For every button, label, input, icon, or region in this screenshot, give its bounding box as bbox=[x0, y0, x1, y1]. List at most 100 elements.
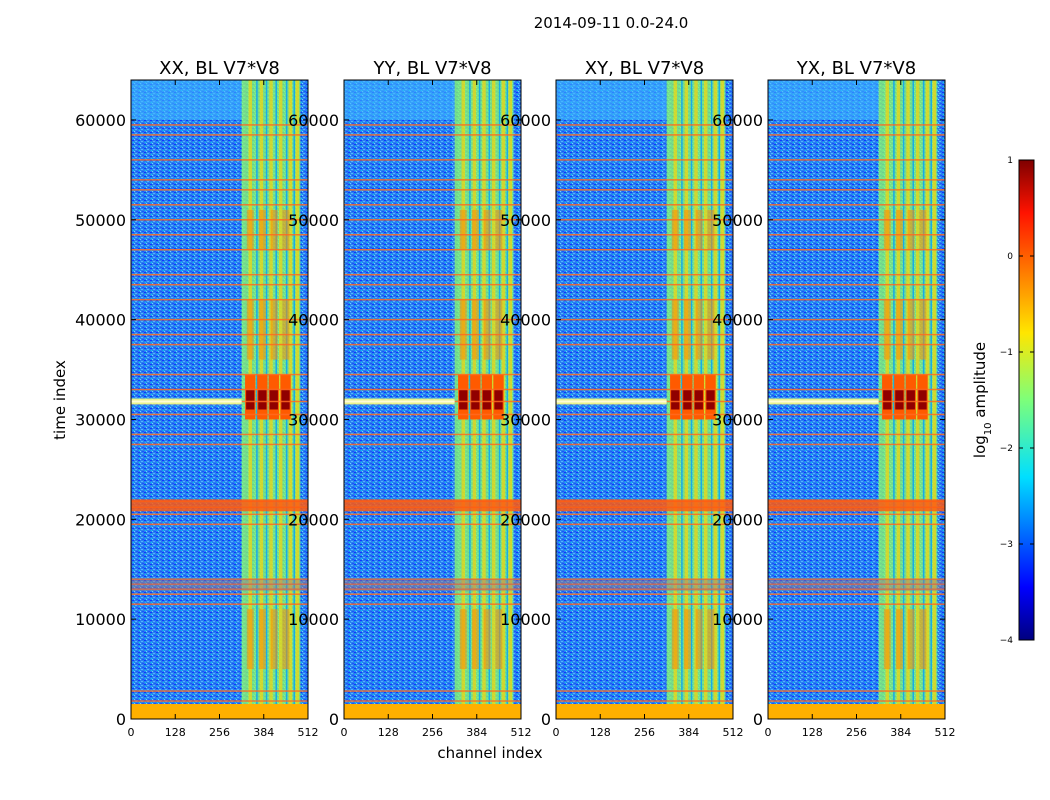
flagged-band bbox=[556, 579, 733, 592]
hot-patch bbox=[919, 609, 927, 670]
panel-title: XX, BL V7*V8 bbox=[159, 58, 280, 79]
bright-row-core bbox=[556, 400, 667, 403]
x-tick-label: 384 bbox=[678, 726, 699, 739]
hot-core bbox=[246, 389, 255, 410]
colorbar-tick-label: 0 bbox=[1007, 252, 1013, 262]
flagged-row bbox=[768, 373, 945, 376]
heatmap-region bbox=[556, 80, 667, 120]
y-tick-label: 20000 bbox=[75, 510, 126, 529]
x-tick-label: 0 bbox=[128, 726, 135, 739]
rfi-gap bbox=[681, 80, 683, 719]
hot-patch bbox=[883, 209, 891, 250]
flagged-row bbox=[344, 583, 521, 585]
x-tick-label: 128 bbox=[378, 726, 399, 739]
hot-patch bbox=[683, 209, 691, 250]
flagged-row bbox=[556, 593, 733, 595]
hot-patch bbox=[495, 609, 503, 670]
flagged-row bbox=[131, 373, 308, 376]
flagged-row bbox=[556, 603, 733, 605]
flagged-row bbox=[556, 578, 733, 580]
flagged-row bbox=[768, 273, 945, 276]
flagged-row bbox=[131, 583, 308, 585]
colorbar-gradient bbox=[1018, 159, 1035, 641]
flagged-row bbox=[344, 219, 521, 221]
flagged-row bbox=[556, 333, 733, 336]
y-tick-label: 50000 bbox=[712, 211, 763, 230]
flagged-row bbox=[556, 318, 733, 321]
hot-core bbox=[895, 389, 904, 410]
flagged-row bbox=[556, 179, 733, 181]
hot-core bbox=[281, 389, 290, 410]
heatmap-region bbox=[131, 80, 242, 120]
hot-core bbox=[671, 389, 680, 410]
panel-1: XX, BL V7*V8 0 128 256 384 512 0 10000 20000 3000… bbox=[75, 58, 318, 739]
colorbar-label-subscript: 10 bbox=[983, 422, 994, 435]
x-tick-label: 128 bbox=[165, 726, 186, 739]
y-tick-label: 60000 bbox=[75, 111, 126, 130]
flagged-row bbox=[556, 583, 733, 585]
colorbar-tick-label: −1 bbox=[1000, 348, 1013, 358]
colorbar-label: log10 amplitude bbox=[971, 342, 994, 458]
hot-patch bbox=[246, 609, 254, 670]
hot-patch bbox=[895, 609, 903, 670]
flagged-row bbox=[556, 443, 733, 446]
flagged-row bbox=[768, 204, 945, 206]
colorbar: 10−1−2−3−4 log10 amplitude bbox=[971, 156, 1035, 646]
flagged-row bbox=[768, 413, 945, 416]
colorbar-label-amplitude: amplitude bbox=[971, 342, 989, 423]
colorbar-label-log: log bbox=[971, 435, 989, 458]
hot-patch bbox=[683, 609, 691, 670]
flagged-row bbox=[344, 298, 521, 301]
flagged-row bbox=[768, 443, 945, 446]
panel-4: YX, BL V7*V8 0 128 256 384 512 0 10000 20000 3000… bbox=[712, 58, 955, 739]
hot-patch bbox=[459, 299, 467, 360]
flagged-row bbox=[768, 124, 945, 126]
hot-patch bbox=[707, 209, 715, 250]
flagged-row bbox=[131, 343, 308, 346]
flagged-row bbox=[131, 700, 308, 702]
panel-title: YX, BL V7*V8 bbox=[796, 58, 916, 79]
flagged-row bbox=[556, 159, 733, 161]
flagged-band bbox=[344, 579, 521, 592]
flagged-row bbox=[768, 433, 945, 436]
hot-patch bbox=[707, 609, 715, 670]
y-tick-label: 10000 bbox=[288, 610, 339, 629]
flagged-row bbox=[768, 588, 945, 590]
y-tick-label: 10000 bbox=[500, 610, 551, 629]
colorbar-tick-label: −2 bbox=[1000, 444, 1013, 454]
hot-patch bbox=[483, 209, 491, 250]
flagged-row bbox=[131, 588, 308, 590]
flagged-row bbox=[768, 388, 945, 391]
flagged-row bbox=[768, 578, 945, 580]
flagged-row bbox=[556, 189, 733, 191]
flagged-band bbox=[344, 499, 521, 512]
y-tick-label: 0 bbox=[753, 710, 763, 729]
rfi-gap bbox=[893, 80, 895, 719]
flagged-row bbox=[344, 333, 521, 336]
x-tick-label: 384 bbox=[890, 726, 911, 739]
hot-patch bbox=[246, 209, 254, 250]
x-tick-label: 512 bbox=[511, 726, 532, 739]
hot-patch bbox=[471, 299, 479, 360]
x-tick-label: 384 bbox=[466, 726, 487, 739]
flagged-row bbox=[556, 234, 733, 236]
flagged-row bbox=[344, 603, 521, 605]
y-tick-label: 40000 bbox=[288, 311, 339, 330]
hot-patch bbox=[707, 299, 715, 360]
flagged-row bbox=[768, 248, 945, 251]
flagged-row bbox=[556, 413, 733, 416]
hot-patch bbox=[671, 609, 679, 670]
flagged-row bbox=[556, 298, 733, 301]
hot-patch bbox=[919, 299, 927, 360]
flagged-row bbox=[768, 318, 945, 321]
x-tick-label: 512 bbox=[723, 726, 744, 739]
flagged-row bbox=[344, 204, 521, 206]
flagged-row bbox=[768, 159, 945, 161]
hot-patch bbox=[270, 609, 278, 670]
flagged-row bbox=[768, 283, 945, 286]
flagged-row bbox=[131, 283, 308, 286]
hot-core bbox=[269, 389, 278, 410]
flagged-row bbox=[131, 513, 308, 516]
y-tick-label: 40000 bbox=[75, 311, 126, 330]
